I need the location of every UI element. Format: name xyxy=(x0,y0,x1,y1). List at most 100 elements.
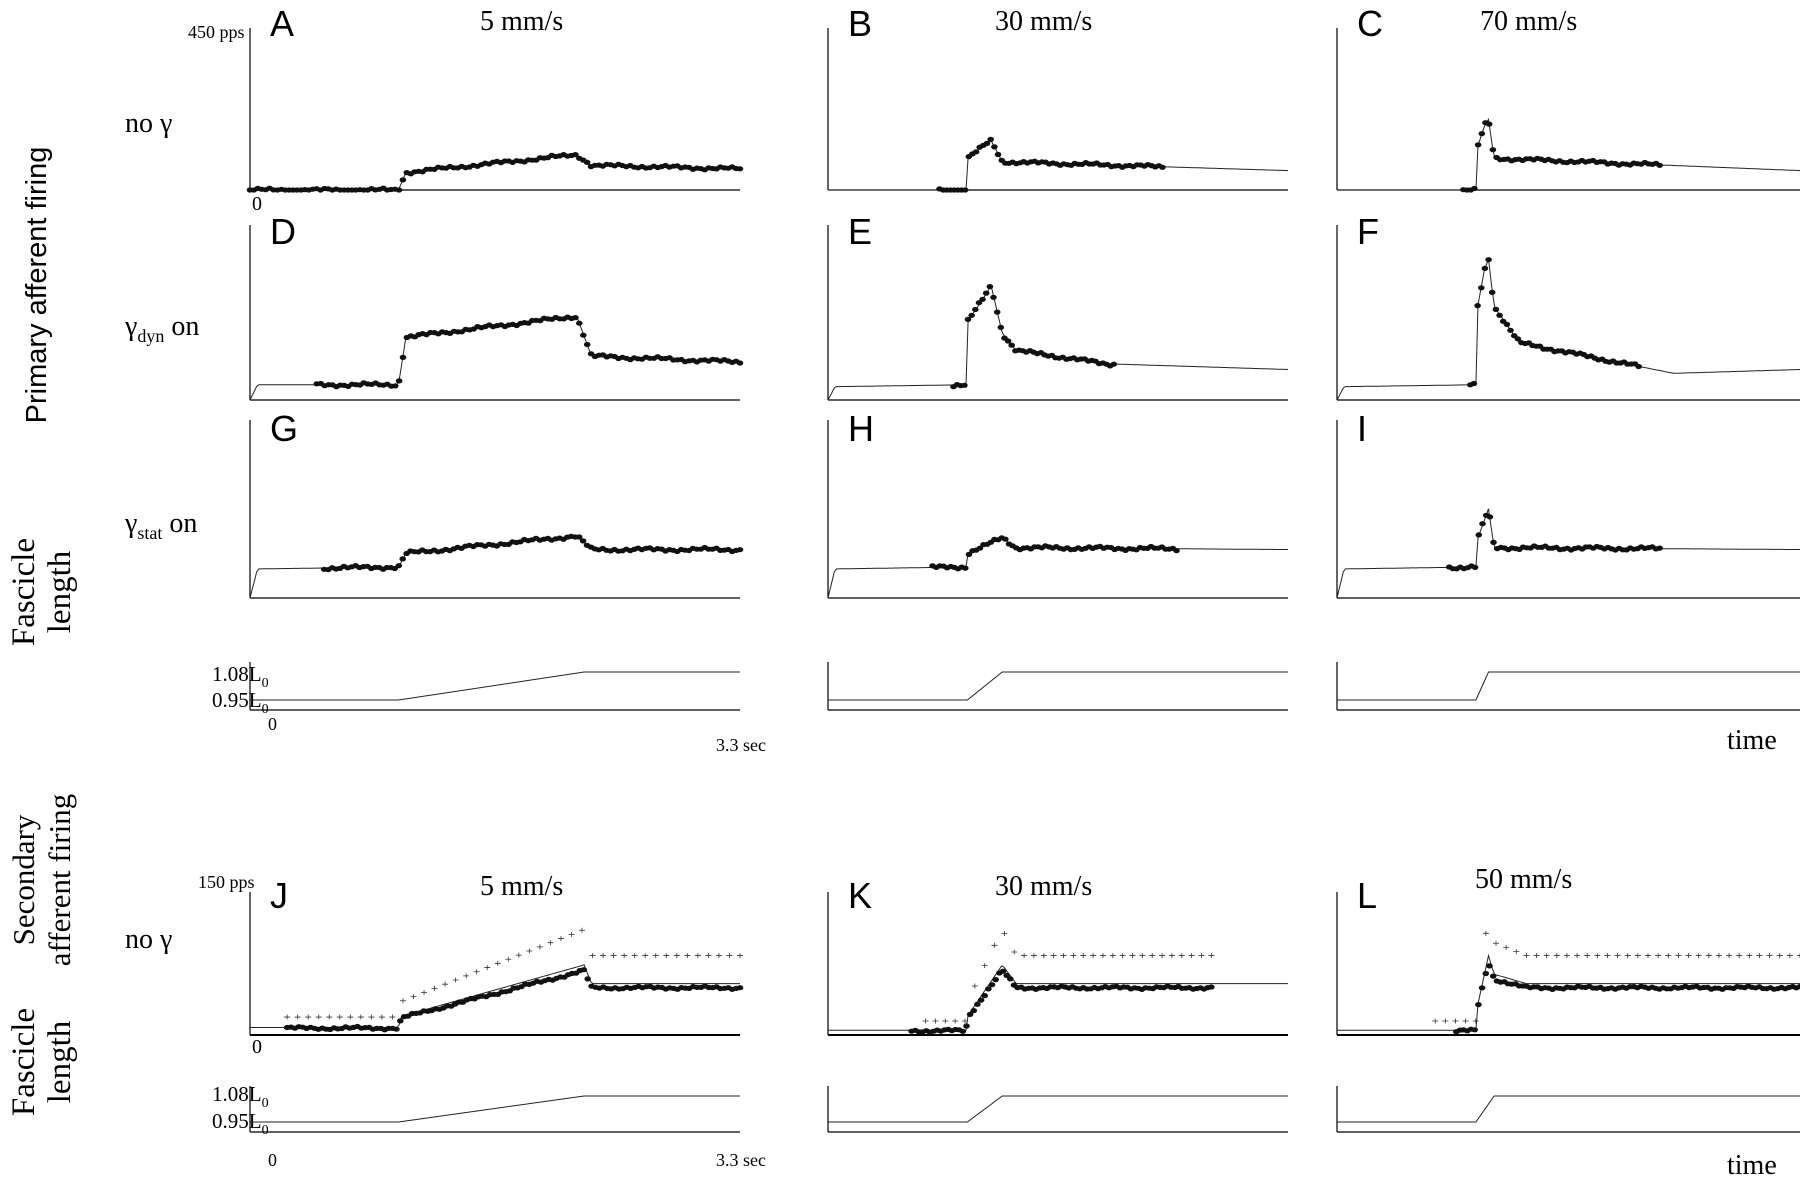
cross-marker xyxy=(922,1018,929,1024)
data-point xyxy=(970,1008,978,1014)
panel-b xyxy=(827,28,1289,193)
cross-marker xyxy=(315,1014,322,1020)
data-point xyxy=(983,140,991,146)
cross-marker xyxy=(1776,953,1783,959)
secondary-afferent-line1: Secondary xyxy=(6,814,41,945)
data-point xyxy=(1475,532,1483,538)
data-point xyxy=(1635,363,1642,370)
cross-marker xyxy=(1109,953,1116,959)
cross-marker xyxy=(294,1014,301,1020)
cross-marker xyxy=(652,953,659,959)
cross-marker xyxy=(579,927,586,933)
length-trace xyxy=(828,671,1288,701)
length-panel xyxy=(827,662,1288,711)
data-point xyxy=(1173,548,1180,554)
cross-marker xyxy=(399,998,406,1004)
data-point xyxy=(1007,976,1014,982)
primary-yzero-label: 0 xyxy=(252,193,262,215)
panel-h xyxy=(827,420,1288,599)
panel-a xyxy=(246,28,744,193)
cross-marker xyxy=(1090,953,1097,959)
data-point xyxy=(986,284,994,290)
cross-marker xyxy=(368,1014,375,1020)
data-point xyxy=(994,151,1002,158)
data-point xyxy=(1471,564,1479,571)
length-panel xyxy=(1336,1086,1800,1133)
cross-marker xyxy=(421,989,428,995)
data-point xyxy=(1481,265,1489,271)
secondary-ymax-label: 150 pps xyxy=(198,872,255,892)
data-point xyxy=(576,320,583,326)
model-trace xyxy=(1337,117,1800,191)
data-point xyxy=(399,556,407,562)
data-point xyxy=(968,312,975,318)
data-point xyxy=(999,968,1007,974)
panel-letter-c: C xyxy=(1357,3,1383,44)
data-point xyxy=(997,324,1005,330)
cross-marker xyxy=(991,942,998,948)
cross-marker xyxy=(1149,953,1156,959)
panel-letter-e: E xyxy=(848,211,872,252)
time-label: time xyxy=(1727,725,1777,756)
cross-marker xyxy=(326,1014,333,1020)
panel-f xyxy=(1336,225,1800,401)
data-point xyxy=(985,986,992,992)
cross-marker xyxy=(1685,953,1692,959)
data-point xyxy=(584,976,591,982)
data-point xyxy=(965,551,973,558)
data-point xyxy=(736,547,744,553)
model-trace xyxy=(1336,258,1800,401)
panel-speed-a: 5 mm/s xyxy=(480,6,563,37)
data-point xyxy=(974,1001,981,1007)
cross-marker xyxy=(600,953,607,959)
time-label-2: time xyxy=(1727,1150,1777,1179)
data-point xyxy=(987,136,994,142)
data-point xyxy=(1159,164,1166,170)
cross-marker xyxy=(1482,930,1489,936)
data-point xyxy=(1479,521,1486,527)
cross-marker xyxy=(715,953,722,959)
panel-letter-h: H xyxy=(848,408,874,449)
panel-letter-a: A xyxy=(270,3,294,44)
cross-marker xyxy=(557,936,564,942)
cross-marker xyxy=(1178,953,1185,959)
data-point xyxy=(1514,336,1522,342)
secondary-yzero-label: 0 xyxy=(252,1036,262,1058)
data-point xyxy=(979,296,986,302)
panel-d xyxy=(249,225,744,401)
data-point xyxy=(1490,539,1497,546)
cross-marker xyxy=(621,953,628,959)
data-point xyxy=(1492,306,1500,312)
data-point xyxy=(579,538,587,544)
data-point xyxy=(1475,1002,1482,1008)
cross-marker xyxy=(1472,1018,1479,1024)
cross-marker xyxy=(1533,953,1540,959)
data-point xyxy=(395,187,403,193)
panel-j xyxy=(249,892,744,1036)
data-point xyxy=(992,977,999,983)
cross-marker xyxy=(305,1014,312,1020)
model-trace xyxy=(827,284,1289,401)
panel-speed-l: 50 mm/s xyxy=(1475,864,1572,895)
cross-marker xyxy=(942,1018,949,1024)
data-point xyxy=(395,563,403,569)
cross-marker xyxy=(932,1018,939,1024)
fascicle-label-line1: Fascicle xyxy=(6,538,42,646)
cross-marker xyxy=(1563,953,1570,959)
cross-marker xyxy=(1011,949,1018,955)
data-point xyxy=(1002,536,1009,542)
cross-marker xyxy=(981,963,988,969)
cross-marker xyxy=(726,953,733,959)
data-point xyxy=(1485,257,1492,263)
cross-marker xyxy=(568,931,575,937)
data-point xyxy=(1796,984,1800,990)
data-point xyxy=(1503,321,1511,327)
cross-marker xyxy=(1159,953,1166,959)
cross-marker xyxy=(1574,953,1581,959)
length-panel xyxy=(249,662,740,711)
data-point xyxy=(399,177,407,183)
cross-marker xyxy=(505,956,512,962)
cross-marker xyxy=(526,948,533,954)
cross-marker xyxy=(1695,953,1702,959)
data-point xyxy=(964,316,972,322)
